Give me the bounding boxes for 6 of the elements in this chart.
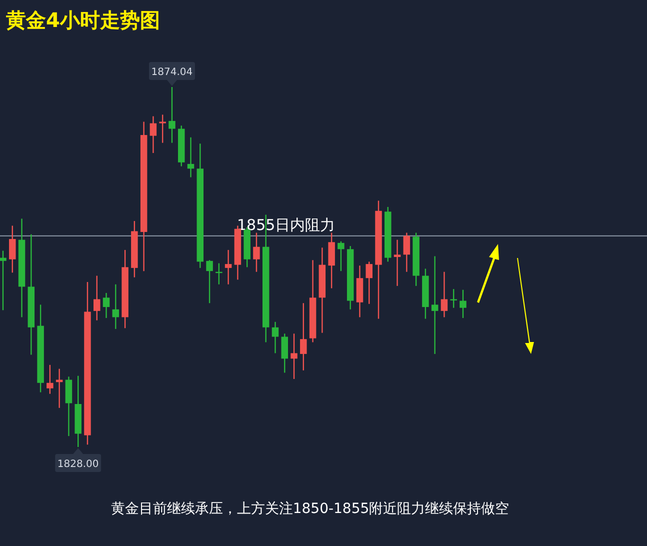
annotation: 1874.04	[148, 62, 195, 86]
title: 黄金4小时走势图	[6, 8, 160, 32]
annotation: 1828.00	[55, 448, 102, 472]
annotation: 1828.00	[57, 459, 99, 470]
annotation: 黄金目前继续承压，上方关注1850-1855附近阻力继续保持做空	[110, 501, 510, 517]
annotation: 1874.04	[151, 67, 193, 78]
